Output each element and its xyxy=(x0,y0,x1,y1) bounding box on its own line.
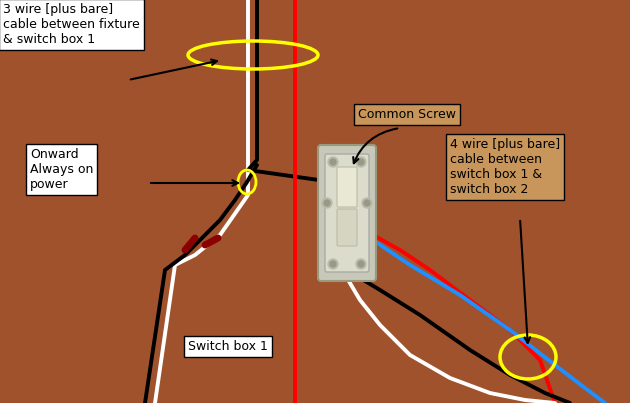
FancyBboxPatch shape xyxy=(337,209,357,246)
FancyBboxPatch shape xyxy=(325,154,369,272)
Circle shape xyxy=(324,200,330,206)
Circle shape xyxy=(358,261,364,267)
Circle shape xyxy=(364,200,370,206)
Circle shape xyxy=(330,261,336,267)
Text: 3 wire [plus bare]
cable between fixture
& switch box 1: 3 wire [plus bare] cable between fixture… xyxy=(3,3,140,46)
FancyBboxPatch shape xyxy=(337,167,357,207)
Circle shape xyxy=(322,198,332,208)
Circle shape xyxy=(356,157,366,167)
Circle shape xyxy=(328,259,338,269)
Circle shape xyxy=(358,159,364,165)
Text: Common Screw: Common Screw xyxy=(358,108,456,121)
Circle shape xyxy=(362,198,372,208)
Text: Switch box 1: Switch box 1 xyxy=(188,340,268,353)
Text: Onward
Always on
power: Onward Always on power xyxy=(30,148,93,191)
Text: 4 wire [plus bare]
cable between
switch box 1 &
switch box 2: 4 wire [plus bare] cable between switch … xyxy=(450,138,560,196)
FancyBboxPatch shape xyxy=(318,145,376,281)
Circle shape xyxy=(328,157,338,167)
Circle shape xyxy=(356,259,366,269)
Circle shape xyxy=(330,159,336,165)
